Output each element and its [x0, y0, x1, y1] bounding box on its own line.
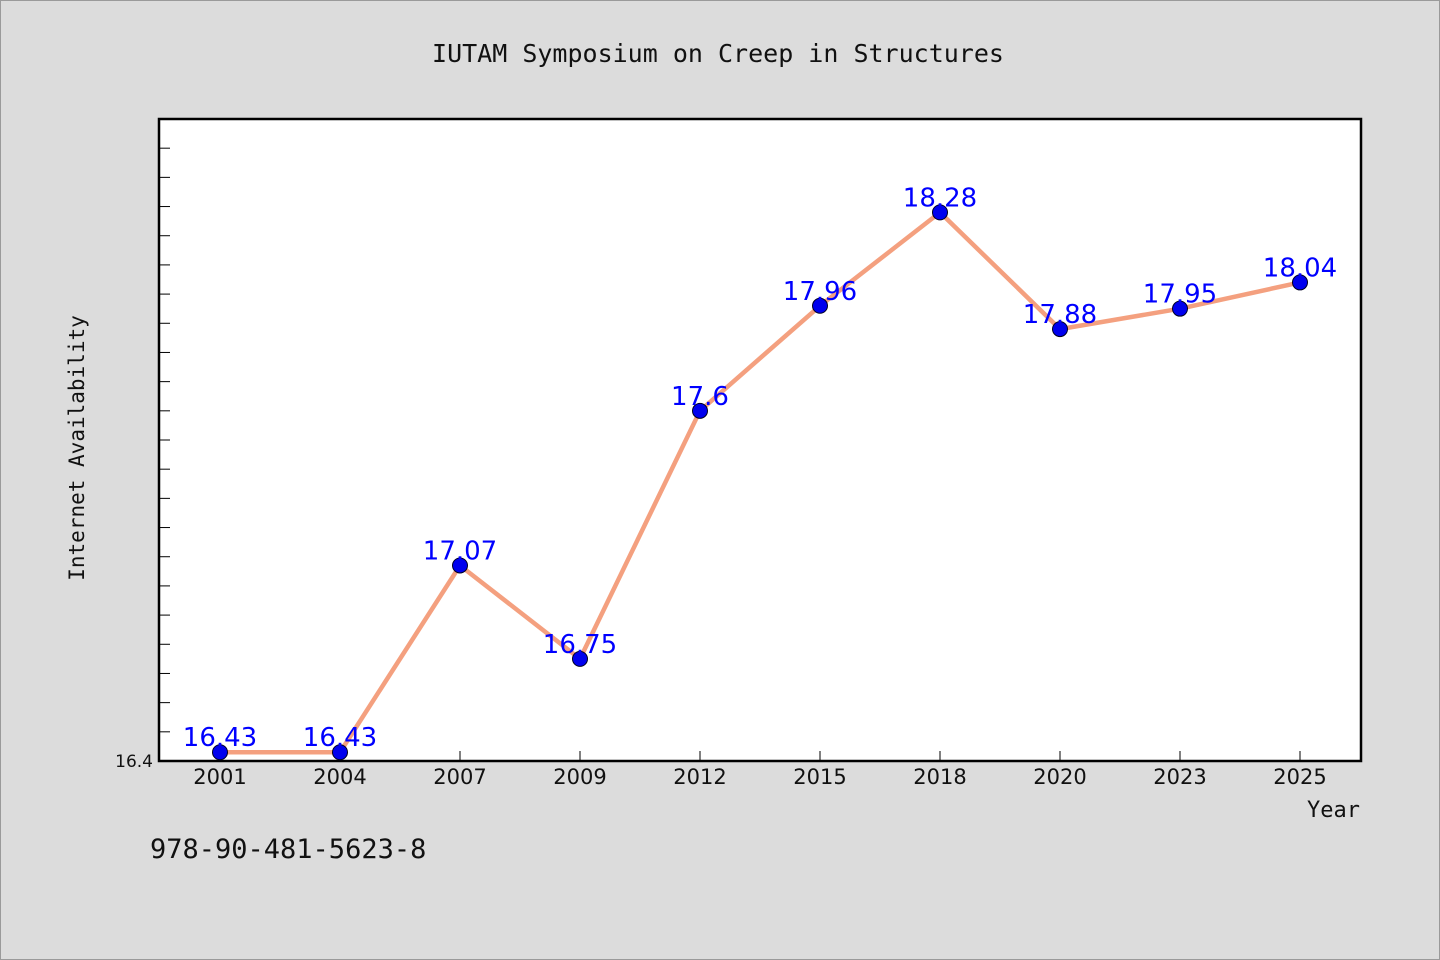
data-label: 18.28: [903, 183, 977, 213]
data-label: 18.04: [1263, 253, 1337, 283]
isbn-text: 978-90-481-5623-8: [150, 834, 427, 865]
y-tick-label: 16.4: [115, 752, 153, 772]
x-tick-label: 2020: [1033, 765, 1086, 789]
data-point: [1172, 300, 1188, 317]
data-label: 16.43: [303, 723, 377, 753]
x-axis-ticks: 2001 2004 2007 2009 2012 2015 2018 2020 2023 2025: [193, 751, 1327, 789]
data-point: [932, 204, 948, 221]
x-tick-label: 2012: [673, 765, 726, 789]
data-point: [332, 744, 348, 761]
data-point: [572, 650, 588, 667]
x-tick-label: 2023: [1153, 765, 1206, 789]
x-tick-label: 2015: [793, 765, 846, 789]
x-tick-label: 2018: [913, 765, 966, 789]
data-point: [812, 297, 828, 314]
series-layer: 16.43 16.43 17.07 16.75 17.6 17.96 18.28 17.88 1…: [183, 183, 1337, 761]
x-tick-label: 2025: [1273, 765, 1326, 789]
x-tick-label: 2004: [313, 765, 366, 789]
y-axis-ticks: 16.4: [115, 118, 170, 772]
data-label: 17.96: [783, 277, 857, 307]
data-point: [452, 557, 468, 574]
x-axis-label: Year: [1307, 798, 1360, 823]
data-point: [1292, 274, 1308, 291]
data-point: [1052, 321, 1068, 338]
data-point: [692, 402, 708, 419]
data-label: 17.07: [423, 536, 497, 566]
y-axis-label: Internet Availability: [65, 315, 89, 581]
series-line: [220, 210, 1301, 755]
chart-title: IUTAM Symposium on Creep in Structures: [432, 39, 1004, 68]
data-label: 17.6: [671, 382, 729, 412]
data-point: [212, 744, 228, 761]
x-tick-label: 2001: [193, 765, 246, 789]
data-label: 16.43: [183, 723, 257, 753]
x-tick-label: 2009: [553, 765, 606, 789]
data-label: 17.95: [1143, 280, 1217, 310]
data-label: 17.88: [1023, 300, 1097, 330]
data-label: 16.75: [543, 630, 617, 660]
x-tick-label: 2007: [433, 765, 486, 789]
plot-area: [157, 117, 1363, 763]
